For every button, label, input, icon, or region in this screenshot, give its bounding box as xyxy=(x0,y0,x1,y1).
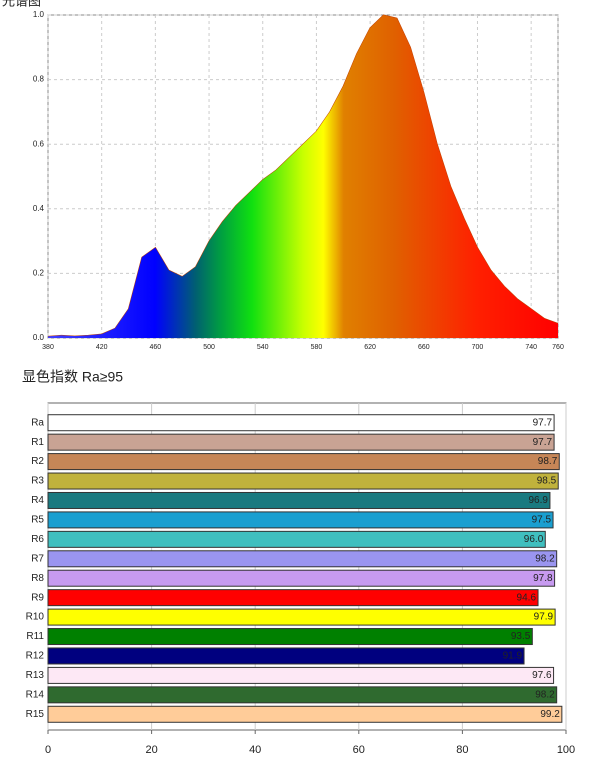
value-label: 91.9 xyxy=(503,651,523,662)
x-tick-label: 760 xyxy=(552,344,564,351)
y-tick-label: R5 xyxy=(31,515,44,526)
value-label: 98.2 xyxy=(535,553,555,564)
bar xyxy=(47,511,554,529)
value-label: 96.0 xyxy=(524,534,544,545)
bar xyxy=(47,569,556,587)
bar xyxy=(47,705,563,723)
x-tick-label: 380 xyxy=(42,344,54,351)
bar xyxy=(47,453,560,471)
y-tick-label: 0.8 xyxy=(33,75,45,84)
y-tick-label: 0.4 xyxy=(33,204,45,213)
y-tick-label: R11 xyxy=(26,631,44,642)
x-tick-label: 700 xyxy=(472,344,484,351)
cri-title: 显色指数 Ra≥95 xyxy=(22,369,123,385)
x-tick-label: 100 xyxy=(557,744,575,756)
value-label: 98.5 xyxy=(537,476,557,487)
x-tick-label: 620 xyxy=(364,344,376,351)
bar xyxy=(47,628,533,646)
x-tick-label: 60 xyxy=(353,744,365,756)
spectrum-area xyxy=(48,15,558,338)
value-label: 97.5 xyxy=(532,515,552,526)
y-tick-label: R14 xyxy=(26,689,45,700)
value-label: 98.2 xyxy=(535,689,555,700)
x-tick-label: 80 xyxy=(456,744,468,756)
y-tick-label: R10 xyxy=(26,612,45,623)
x-tick-label: 460 xyxy=(150,344,162,351)
y-tick-label: R1 xyxy=(31,437,44,448)
x-tick-label: 580 xyxy=(311,344,323,351)
bar xyxy=(47,647,525,665)
bar xyxy=(47,433,555,451)
value-label: 93.5 xyxy=(511,631,531,642)
x-tick-label: 660 xyxy=(418,344,430,351)
y-tick-label: Ra xyxy=(31,417,44,428)
y-tick-label: R9 xyxy=(31,592,44,603)
bar xyxy=(47,550,558,568)
bar xyxy=(47,530,546,548)
value-label: 97.6 xyxy=(532,670,552,681)
bar xyxy=(47,472,559,490)
value-label: 94.6 xyxy=(517,592,537,603)
value-label: 97.7 xyxy=(533,437,553,448)
y-tick-label: 0.6 xyxy=(33,139,45,148)
y-tick-label: R6 xyxy=(31,534,44,545)
y-tick-label: 1.0 xyxy=(33,10,45,19)
value-label: 98.7 xyxy=(538,456,558,467)
x-tick-label: 740 xyxy=(525,344,537,351)
y-tick-label: R15 xyxy=(26,709,45,720)
value-label: 97.9 xyxy=(534,612,554,623)
value-label: 99.2 xyxy=(540,709,560,720)
y-tick-label: R4 xyxy=(31,495,44,506)
x-tick-label: 20 xyxy=(145,744,157,756)
x-tick-label: 40 xyxy=(249,744,261,756)
spectrum-title: 光谱图 xyxy=(2,0,41,8)
y-tick-label: R12 xyxy=(26,651,45,662)
x-tick-label: 0 xyxy=(45,744,51,756)
y-tick-label: R3 xyxy=(31,476,44,487)
y-tick-label: R13 xyxy=(26,670,45,681)
y-tick-label: 0.0 xyxy=(33,333,45,342)
y-tick-label: R7 xyxy=(31,553,44,564)
bar xyxy=(47,589,539,607)
bar xyxy=(47,686,558,704)
x-tick-label: 540 xyxy=(257,344,269,351)
x-tick-label: 500 xyxy=(203,344,215,351)
bar xyxy=(47,414,555,432)
bar xyxy=(47,666,555,684)
bar xyxy=(47,608,556,626)
y-tick-label: R8 xyxy=(31,573,44,584)
y-tick-label: 0.2 xyxy=(33,269,45,278)
value-label: 97.7 xyxy=(533,417,553,428)
x-tick-label: 420 xyxy=(96,344,108,351)
bar xyxy=(47,491,551,509)
value-label: 97.8 xyxy=(533,573,553,584)
value-label: 96.9 xyxy=(528,495,548,506)
y-tick-label: R2 xyxy=(31,456,44,467)
